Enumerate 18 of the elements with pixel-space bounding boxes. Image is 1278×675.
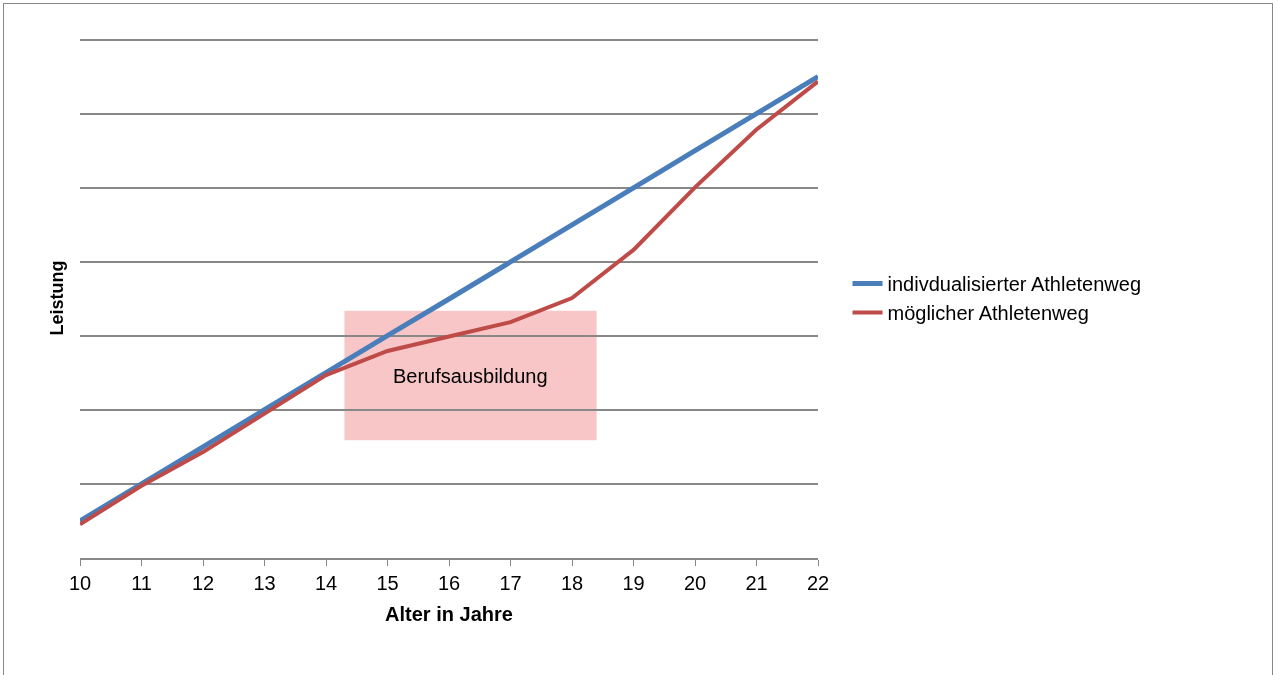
x-tick-label: 12	[191, 571, 215, 594]
x-tick-label: 11	[131, 571, 152, 594]
x-tick-label: 21	[745, 571, 768, 594]
y-axis-title: Leistung	[47, 260, 68, 336]
x-tick-label: 18	[560, 571, 584, 594]
x-tick-label: 16	[437, 571, 461, 594]
x-tick-label: 14	[314, 571, 338, 594]
band-label: Berufsausbildung	[393, 365, 548, 387]
x-tick-label: 10	[68, 571, 92, 594]
x-tick-label: 20	[683, 571, 707, 594]
x-tick-label: 17	[499, 571, 522, 594]
x-tick-label: 22	[806, 571, 830, 594]
x-tick-label: 15	[376, 571, 399, 594]
x-tick-label: 13	[253, 571, 276, 594]
legend-label: indivdualisierter Athletenweg	[887, 273, 1142, 296]
legend-label: möglicher Athletenweg	[887, 302, 1089, 325]
x-axis-title: Alter in Jahre	[385, 602, 513, 625]
x-tick-label: 19	[622, 571, 645, 594]
